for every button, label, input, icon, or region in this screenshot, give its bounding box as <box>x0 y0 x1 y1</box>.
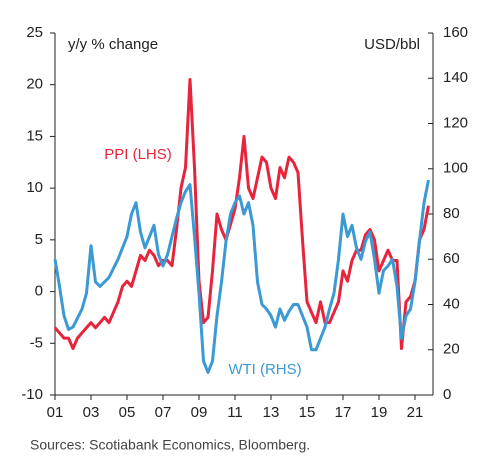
x-tick-label: 15 <box>299 404 316 421</box>
legend-label: PPI (LHS) <box>104 146 172 163</box>
y2-tick-label: 120 <box>443 114 468 131</box>
y2-tick-label: 40 <box>443 295 460 312</box>
x-tick-label: 17 <box>335 404 352 421</box>
y-tick-label: 10 <box>26 179 43 196</box>
y-axis-label: y/y % change <box>68 36 158 53</box>
x-tick-label: 13 <box>263 404 280 421</box>
legend-label: WTI (RHS) <box>228 361 301 378</box>
y-tick-label: 25 <box>26 24 43 41</box>
y-tick-label: 15 <box>26 127 43 144</box>
x-tick-label: 03 <box>83 404 100 421</box>
y-tick-label: -10 <box>21 386 43 403</box>
y2-tick-label: 0 <box>443 386 451 403</box>
y-tick-label: 20 <box>26 76 43 93</box>
y2-tick-label: 140 <box>443 69 468 86</box>
x-tick-label: 09 <box>191 404 208 421</box>
y-tick-label: -5 <box>30 334 43 351</box>
x-tick-label: 07 <box>155 404 172 421</box>
y2-tick-label: 20 <box>443 341 460 358</box>
x-tick-label: 01 <box>47 404 64 421</box>
y2-tick-label: 160 <box>443 24 468 41</box>
x-tick-label: 05 <box>119 404 136 421</box>
x-tick-label: 21 <box>407 404 424 421</box>
y-tick-label: 5 <box>35 231 43 248</box>
x-tick-label: 19 <box>371 404 388 421</box>
source: Sources: Scotiabank Economics, Bloomberg… <box>30 437 310 453</box>
y2-tick-label: 100 <box>443 160 468 177</box>
y-tick-label: 0 <box>35 283 43 300</box>
y2-axis-label: USD/bbl <box>364 36 420 53</box>
series-line <box>53 78 430 350</box>
series-line <box>53 179 430 374</box>
y2-tick-label: 80 <box>443 205 460 222</box>
x-tick-label: 11 <box>227 404 243 421</box>
y2-tick-label: 60 <box>443 250 460 267</box>
